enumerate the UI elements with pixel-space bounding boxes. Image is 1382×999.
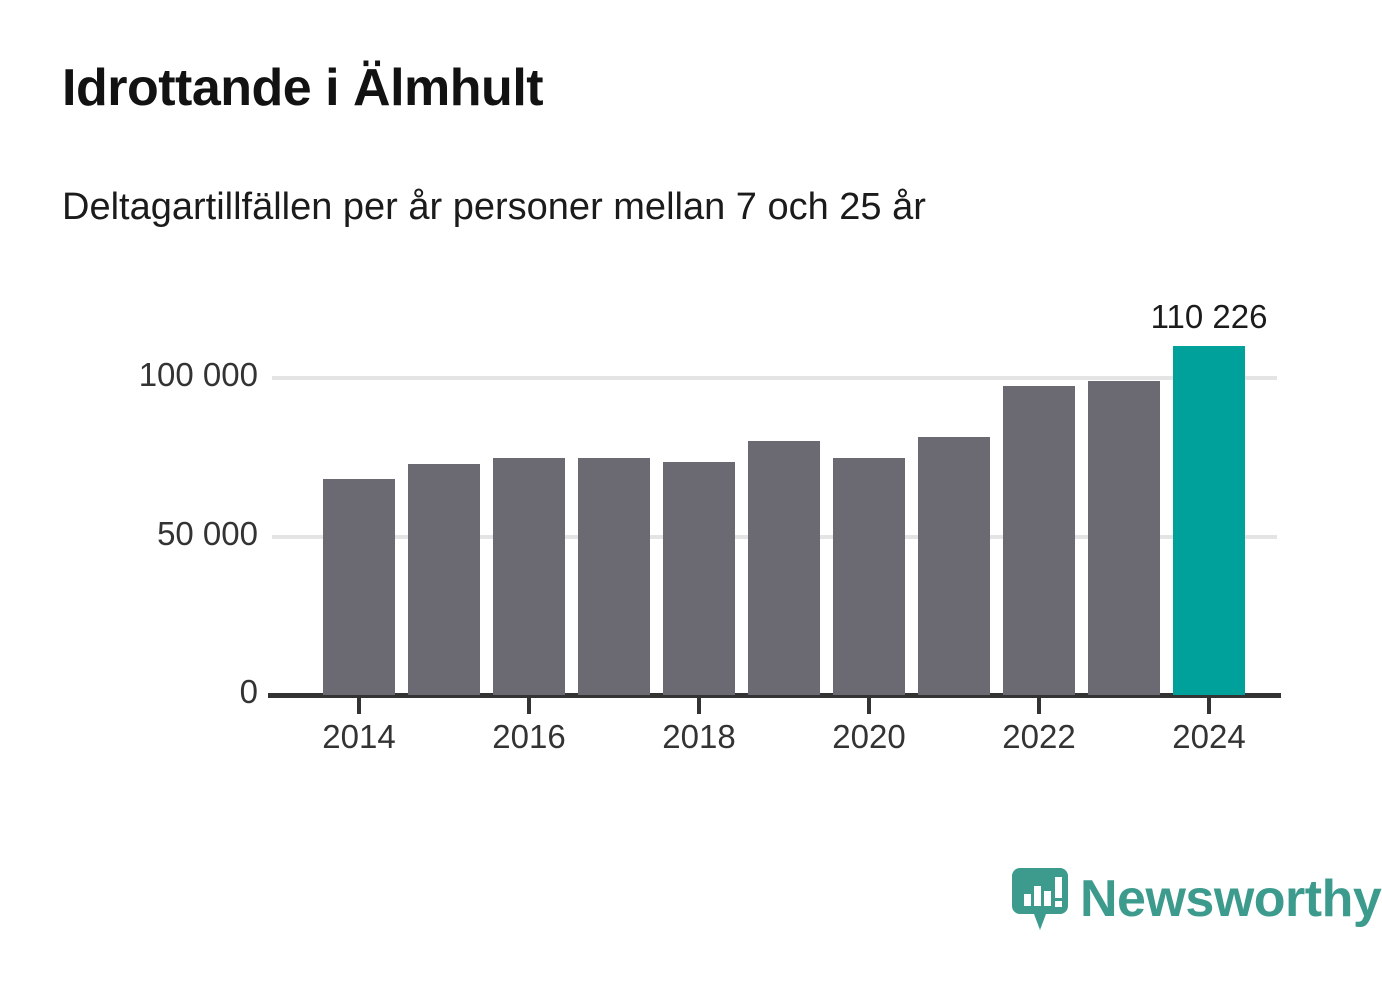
bar-2024[interactable] xyxy=(1173,345,1245,695)
speech-bubble-bar-chart-icon xyxy=(1012,868,1068,930)
x-axis-baseline xyxy=(268,693,1281,698)
x-axis-tick-label: 2014 xyxy=(322,718,396,755)
x-axis-tick-mark xyxy=(1037,697,1041,714)
x-axis-tick-label: 2018 xyxy=(662,718,736,755)
bar-2023[interactable] xyxy=(1088,380,1160,695)
bar-2019[interactable] xyxy=(748,441,820,695)
gridline xyxy=(272,376,1277,380)
y-axis-tick-label: 50 000 xyxy=(157,514,258,552)
bar-2014[interactable] xyxy=(323,479,395,695)
logo-wordmark: Newsworthy xyxy=(1080,870,1382,928)
page-title: Idrottande i Älmhult xyxy=(62,59,544,117)
bar-2018[interactable] xyxy=(663,462,735,695)
x-axis-tick-mark xyxy=(527,697,531,714)
x-axis-tick-mark xyxy=(357,697,361,714)
y-axis-tick-label: 0 xyxy=(239,673,258,710)
bar-2021[interactable] xyxy=(918,436,990,695)
x-axis-tick-label: 2016 xyxy=(492,718,566,755)
bar-2016[interactable] xyxy=(493,457,565,695)
x-axis-tick-label: 2020 xyxy=(832,718,906,755)
bar-value-label: 110 226 xyxy=(1150,297,1268,335)
x-axis-tick-label: 2024 xyxy=(1172,718,1246,755)
x-axis-tick-mark xyxy=(697,697,701,714)
x-axis-tick-label: 2022 xyxy=(1002,718,1076,755)
x-axis-tick-mark xyxy=(1207,697,1211,714)
newsworthy-logo[interactable]: Newsworthy xyxy=(1012,868,1382,930)
y-axis-tick-label: 100 000 xyxy=(138,356,258,393)
bar-2020[interactable] xyxy=(833,457,905,695)
x-axis-tick-mark xyxy=(867,697,871,714)
chart-subtitle: Deltagartillfällen per år personer mella… xyxy=(62,186,926,228)
bar-2022[interactable] xyxy=(1003,385,1075,695)
bar-2017[interactable] xyxy=(578,457,650,695)
bar-2015[interactable] xyxy=(408,463,480,695)
